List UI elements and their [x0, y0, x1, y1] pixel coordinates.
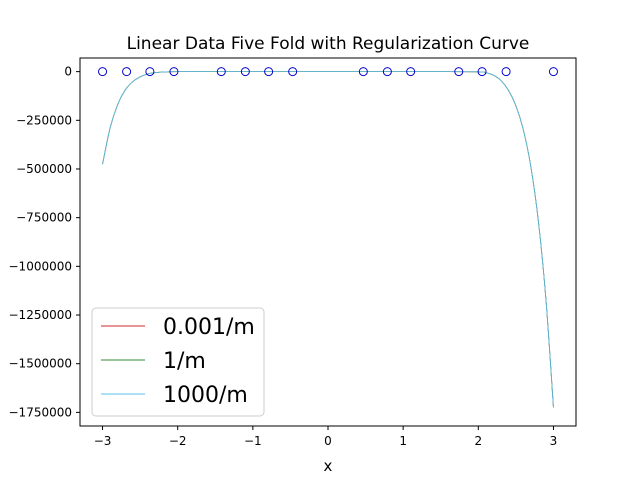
y-tick-label: −1500000 [9, 357, 73, 371]
data-point [406, 67, 416, 77]
y-tick-label: 0 [64, 65, 72, 79]
x-tick-label: 3 [550, 434, 558, 448]
axis-ticks: −3 −2 −1 0 1 2 3 0 −250000 −500000 −750000 −1000000… [9, 65, 558, 448]
legend: 0.001/m 1/m 1000/m [91, 307, 265, 417]
y-tick-label: −1000000 [9, 259, 73, 273]
data-point [358, 67, 368, 77]
data-point [501, 67, 511, 77]
data-point [477, 67, 487, 77]
data-point [216, 67, 226, 77]
data-point [382, 67, 392, 77]
x-tick-label: −2 [169, 434, 187, 448]
legend-label: 0.001/m [163, 315, 255, 340]
data-point [264, 67, 274, 77]
y-tick-label: −250000 [16, 113, 72, 127]
x-tick-label: 1 [399, 434, 407, 448]
x-axis-label: x [324, 457, 333, 475]
x-tick-label: 0 [324, 434, 332, 448]
legend-box [91, 307, 265, 417]
legend-label: 1/m [163, 349, 206, 374]
data-point [548, 67, 558, 77]
data-point [288, 67, 298, 77]
x-tick-label: −3 [94, 434, 112, 448]
y-tick-label: −1750000 [9, 405, 73, 419]
data-point [240, 67, 250, 77]
chart-title: Linear Data Five Fold with Regularizatio… [127, 34, 530, 54]
data-point [145, 67, 155, 77]
data-point [122, 67, 132, 77]
x-tick-label: −1 [244, 434, 262, 448]
y-tick-label: −500000 [16, 162, 72, 176]
legend-label: 1000/m [163, 383, 248, 408]
y-tick-label: −1250000 [9, 308, 73, 322]
data-point [98, 67, 108, 77]
series-line-3 [102, 71, 554, 408]
data-point [454, 67, 464, 77]
y-tick-label: −750000 [16, 211, 72, 225]
x-tick-label: 2 [474, 434, 482, 448]
data-point [169, 67, 179, 77]
